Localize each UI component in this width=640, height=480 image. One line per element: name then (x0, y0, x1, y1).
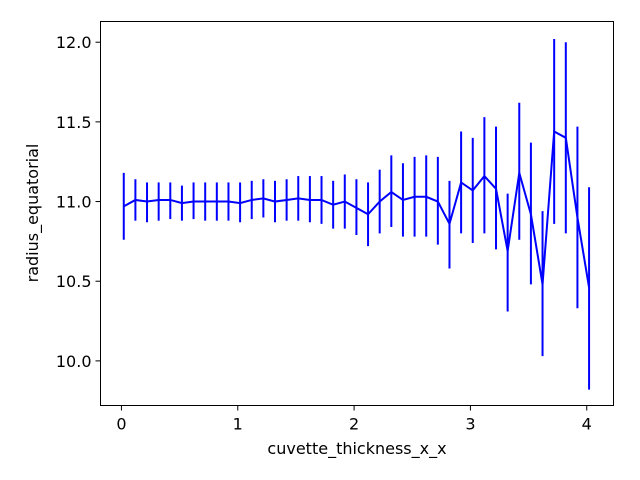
y-axis-label: radius_equatorial (23, 144, 43, 283)
y-tick-label: 10.5 (56, 272, 92, 291)
x-tick-label: 1 (233, 415, 243, 434)
x-tick-label: 2 (349, 415, 359, 434)
x-axis-label: cuvette_thickness_x_x (267, 439, 446, 459)
y-axis-ticks: 10.0 10.5 11.0 11.5 12.0 (56, 33, 101, 371)
y-tick-label: 11.5 (56, 113, 92, 132)
y-tick-label: 11.0 (56, 193, 92, 212)
series-line (123, 129, 591, 288)
y-tick-label: 10.0 (56, 352, 92, 371)
x-tick-label: 3 (465, 415, 475, 434)
y-tick-label: 12.0 (56, 33, 92, 52)
plot-frame (100, 21, 614, 406)
x-axis-ticks: 0 1 2 3 4 (116, 405, 592, 434)
x-tick-label: 0 (116, 415, 126, 434)
x-tick-label: 4 (582, 415, 592, 434)
